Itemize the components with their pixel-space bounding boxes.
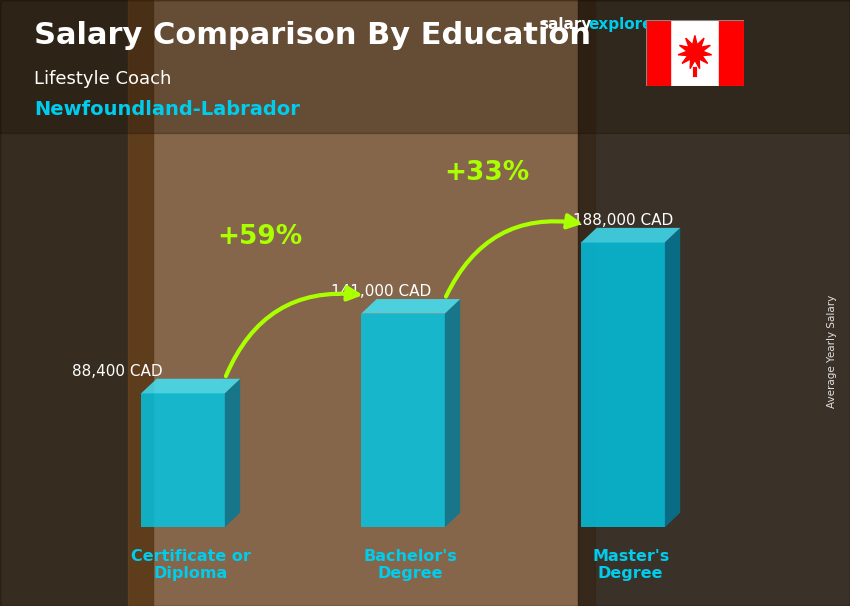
Polygon shape	[141, 379, 241, 393]
Text: 188,000 CAD: 188,000 CAD	[573, 213, 673, 228]
Text: Certificate or
Diploma: Certificate or Diploma	[131, 549, 251, 581]
Text: .com: .com	[654, 17, 695, 32]
Polygon shape	[361, 314, 445, 527]
Text: Bachelor's
Degree: Bachelor's Degree	[364, 549, 457, 581]
Bar	[646, 21, 671, 85]
Bar	[0, 0, 850, 133]
Text: 88,400 CAD: 88,400 CAD	[71, 364, 162, 379]
Text: salary: salary	[540, 17, 592, 32]
Polygon shape	[361, 299, 460, 314]
Polygon shape	[141, 393, 224, 527]
Text: +59%: +59%	[218, 224, 303, 250]
Text: explorer: explorer	[588, 17, 660, 32]
Bar	[0, 0, 153, 606]
Polygon shape	[445, 299, 460, 527]
Polygon shape	[224, 379, 241, 527]
Bar	[128, 0, 595, 606]
Text: +33%: +33%	[444, 161, 530, 186]
Text: Lifestyle Coach: Lifestyle Coach	[34, 70, 172, 88]
FancyArrowPatch shape	[226, 287, 358, 376]
Bar	[719, 21, 744, 85]
Polygon shape	[665, 228, 680, 527]
Text: Salary Comparison By Education: Salary Comparison By Education	[34, 21, 591, 50]
Polygon shape	[678, 35, 711, 68]
Text: Newfoundland-Labrador: Newfoundland-Labrador	[34, 100, 300, 119]
Text: Master's
Degree: Master's Degree	[592, 549, 669, 581]
FancyArrowPatch shape	[446, 215, 578, 296]
Bar	[578, 0, 850, 606]
Polygon shape	[581, 228, 680, 242]
Polygon shape	[581, 242, 665, 527]
Text: Average Yearly Salary: Average Yearly Salary	[827, 295, 837, 408]
Text: 141,000 CAD: 141,000 CAD	[331, 284, 431, 299]
